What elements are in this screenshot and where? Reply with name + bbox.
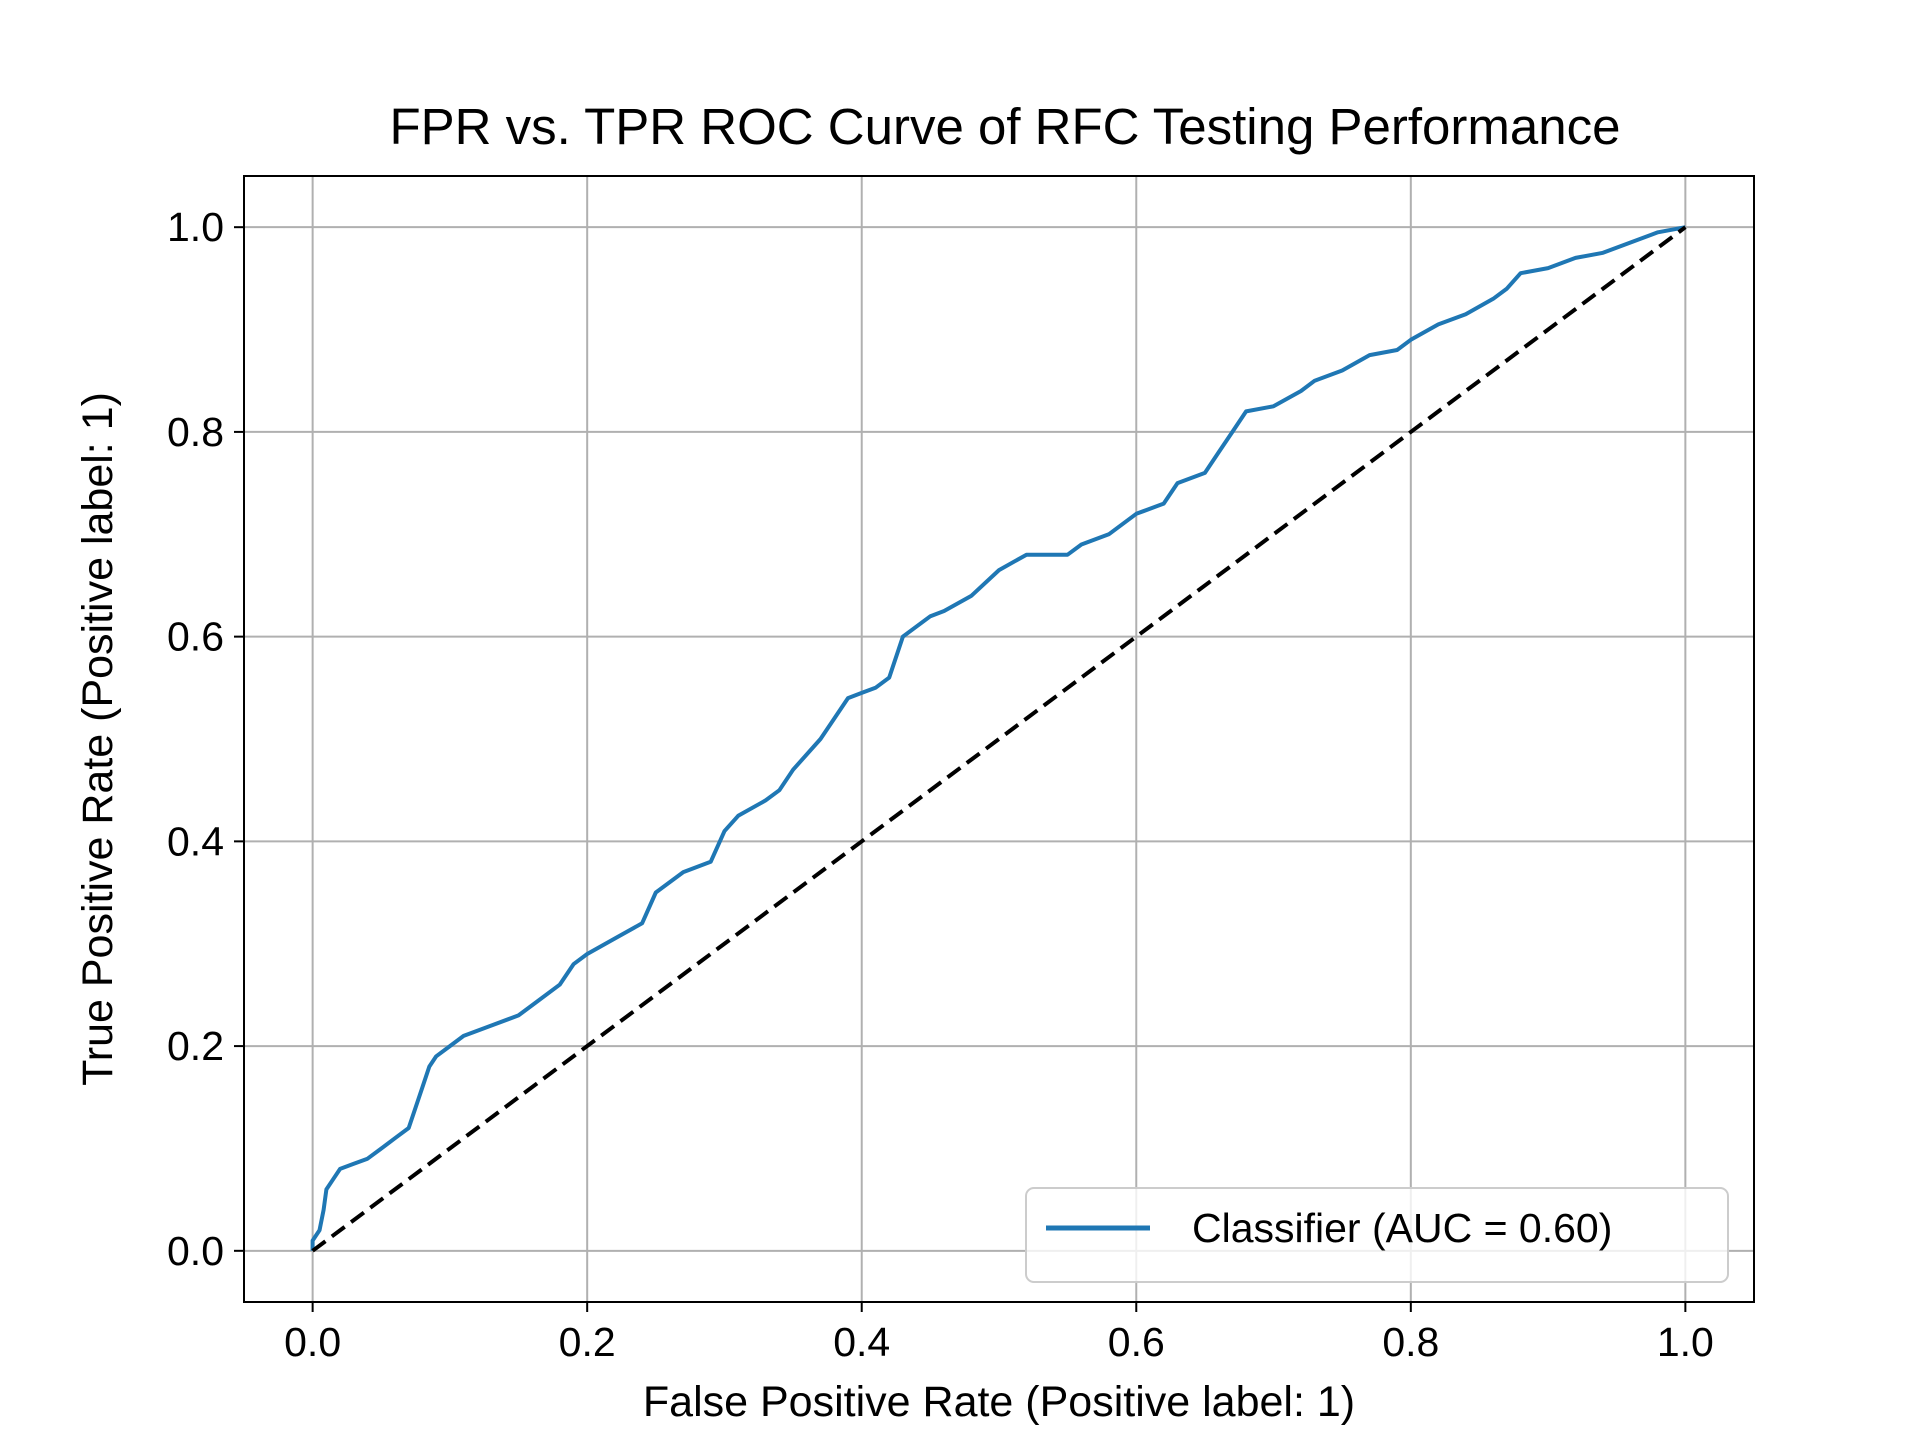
legend-label: Classifier (AUC = 0.60) [1192, 1205, 1612, 1251]
y-tick-label: 0.2 [167, 1023, 224, 1069]
x-tick-label: 1.0 [1657, 1319, 1714, 1365]
y-tick-label: 0.8 [167, 409, 224, 455]
y-tick-label: 1.0 [167, 204, 224, 250]
x-tick-label: 0.6 [1108, 1319, 1165, 1365]
legend: Classifier (AUC = 0.60) [1025, 1187, 1729, 1283]
axis-ticks: 0.0 0.2 0.4 0.6 0.8 1.0 0.0 0.2 0.4 0.6 0.8 1.0 [167, 204, 1714, 1365]
chance-diagonal-line [311, 225, 1687, 1253]
y-tick-label: 0.4 [167, 818, 224, 864]
plot-frame [243, 175, 1755, 1303]
x-tick-label: 0.2 [559, 1319, 616, 1365]
chart-title: FPR vs. TPR ROC Curve of RFC Testing Per… [390, 98, 1621, 155]
x-tick-label: 0.4 [833, 1319, 890, 1365]
legend-box [1025, 1187, 1729, 1283]
x-tick-label: 0.8 [1382, 1319, 1439, 1365]
y-tick-label: 0.6 [167, 614, 224, 660]
y-axis-label: True Positive Rate (Positive label: 1) [74, 392, 122, 1086]
x-tick-label: 0.0 [284, 1319, 341, 1365]
y-tick-label: 0.0 [167, 1228, 224, 1274]
plot-series [310, 225, 1687, 1253]
x-axis-label: False Positive Rate (Positive label: 1) [643, 1378, 1355, 1426]
roc-curve-line [310, 225, 1686, 1251]
grid [244, 176, 1754, 1302]
